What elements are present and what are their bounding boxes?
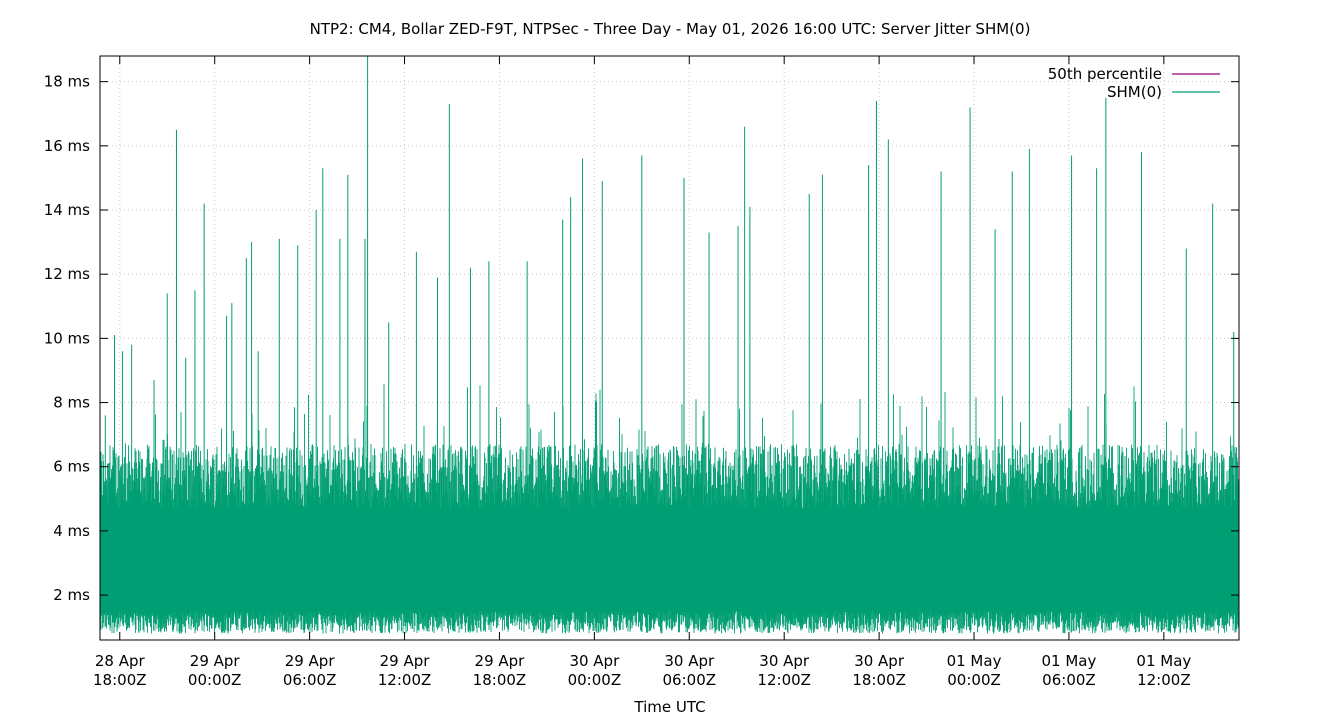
- y-tick-label: 10 ms: [44, 329, 90, 347]
- x-tick-label-time: 12:00Z: [378, 671, 432, 689]
- y-tick-label: 14 ms: [44, 201, 90, 219]
- y-tick-label: 12 ms: [44, 265, 90, 283]
- y-tick-label: 6 ms: [53, 458, 90, 476]
- x-tick-label-date: 30 Apr: [569, 652, 620, 670]
- y-tick-label: 2 ms: [53, 586, 90, 604]
- data-layer: [99, 56, 1240, 634]
- x-axis-label: Time UTC: [633, 698, 705, 716]
- x-tick-label-time: 12:00Z: [757, 671, 811, 689]
- x-tick-label-time: 18:00Z: [473, 671, 527, 689]
- x-tick-label-date: 29 Apr: [285, 652, 336, 670]
- y-tick-label: 16 ms: [44, 137, 90, 155]
- x-tick-label-time: 06:00Z: [283, 671, 337, 689]
- x-tick-label-date: 30 Apr: [854, 652, 905, 670]
- x-tick-label-time: 06:00Z: [663, 671, 717, 689]
- legend-label: SHM(0): [1107, 83, 1162, 101]
- x-tick-label-date: 29 Apr: [190, 652, 241, 670]
- x-tick-label-time: 12:00Z: [1137, 671, 1191, 689]
- x-tick-label-date: 28 Apr: [95, 652, 146, 670]
- y-axis: 2 ms 4 ms 6 ms 8 ms 10 ms 12 ms 14 ms 16 ms 18 m…: [44, 73, 1239, 604]
- x-tick-label-time: 00:00Z: [947, 671, 1001, 689]
- x-tick-label-date: 01 May: [1136, 652, 1191, 670]
- shm0-series-core: [100, 511, 1239, 605]
- x-tick-label-time: 18:00Z: [93, 671, 147, 689]
- x-tick-label-time: 18:00Z: [852, 671, 906, 689]
- x-tick-label-time: 00:00Z: [188, 671, 242, 689]
- y-tick-label: 18 ms: [44, 73, 90, 91]
- x-tick-label-date: 01 May: [1042, 652, 1097, 670]
- x-tick-label-date: 01 May: [947, 652, 1002, 670]
- plot-frame: [99, 55, 1240, 641]
- x-tick-label-time: 06:00Z: [1042, 671, 1096, 689]
- y-tick-label: 8 ms: [53, 394, 90, 412]
- chart-title: NTP2: CM4, Bollar ZED-F9T, NTPSec - Thre…: [310, 20, 1031, 38]
- x-tick-label-date: 29 Apr: [475, 652, 526, 670]
- x-tick-label-time: 00:00Z: [568, 671, 622, 689]
- legend-label: 50th percentile: [1048, 65, 1162, 83]
- grid-lines: [100, 56, 1239, 640]
- y-tick-label: 4 ms: [53, 522, 90, 540]
- x-tick-label-date: 30 Apr: [664, 652, 715, 670]
- x-tick-label-date: 29 Apr: [380, 652, 431, 670]
- x-tick-label-date: 30 Apr: [759, 652, 810, 670]
